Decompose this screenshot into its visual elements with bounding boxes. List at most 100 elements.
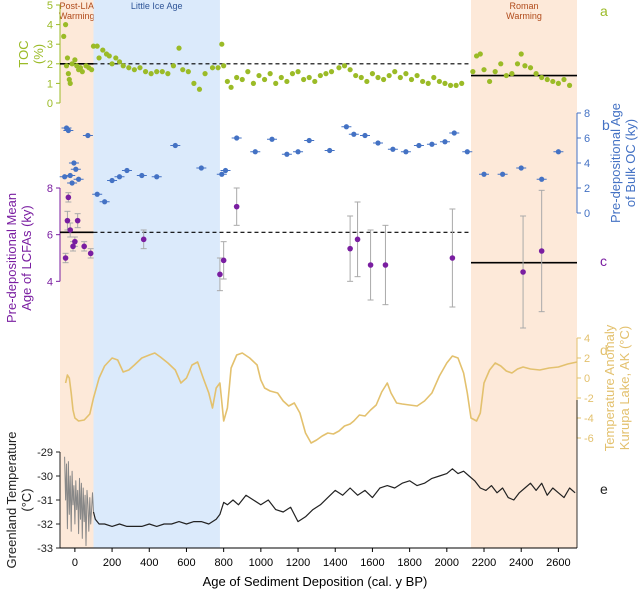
data-point-a — [312, 78, 318, 85]
data-point-c — [70, 243, 76, 250]
data-point-a — [100, 47, 106, 53]
data-point-b — [306, 137, 312, 144]
data-point-a — [137, 65, 143, 71]
data-point-a — [414, 72, 420, 79]
data-point-c — [354, 236, 361, 243]
data-point-c — [367, 262, 374, 268]
data-point-a — [375, 74, 381, 81]
data-point-a — [555, 80, 562, 86]
data-point-c — [72, 238, 78, 245]
data-point-a — [503, 72, 509, 79]
y-tick-label-c: 8 — [47, 183, 53, 195]
data-point-a — [196, 86, 203, 92]
y-axis-title-line: of Bulk OC (ky) — [623, 119, 638, 207]
data-point-a — [447, 82, 454, 88]
y-axis-title-line: (°C) — [19, 488, 34, 511]
data-point-b — [327, 147, 333, 154]
y-axis-title-b: Pre-depositional Ageof Bulk OC (ky) — [608, 103, 638, 223]
data-point-a — [69, 61, 75, 67]
y-tick-label-d: 2 — [584, 353, 590, 365]
data-point-b — [390, 146, 396, 152]
x-tick-label: 400 — [140, 557, 158, 569]
data-point-a — [328, 69, 335, 75]
data-point-b — [295, 149, 301, 155]
data-point-a — [219, 41, 225, 47]
data-point-a — [527, 65, 534, 71]
data-point-b — [71, 160, 77, 166]
y-tick-label-d: 0 — [584, 373, 590, 385]
band-0 — [60, 0, 94, 548]
data-point-c — [520, 269, 526, 275]
data-point-a — [89, 67, 95, 73]
band-label: Warming — [506, 11, 542, 21]
x-tick-label: 2400 — [509, 557, 533, 569]
x-tick-label: 200 — [103, 557, 121, 569]
data-point-a — [477, 51, 483, 57]
y-tick-label-e: -29 — [37, 447, 53, 459]
data-point-b — [269, 136, 275, 142]
data-point-b — [222, 167, 229, 174]
data-point-b — [62, 174, 68, 180]
data-point-b — [139, 172, 145, 179]
data-point-a — [295, 69, 301, 75]
x-tick-label: 1600 — [360, 557, 384, 569]
data-point-b — [351, 131, 357, 137]
series-line-early-e — [64, 456, 94, 547]
data-point-a — [550, 78, 556, 85]
series-line-d — [64, 352, 578, 444]
data-point-a — [380, 76, 387, 83]
data-point-a — [170, 63, 177, 69]
data-point-b — [85, 132, 91, 139]
data-point-a — [369, 71, 376, 77]
data-point-a — [273, 80, 279, 86]
data-point-a — [176, 45, 182, 51]
data-point-a — [323, 71, 329, 77]
y-tick-label-a: 2 — [47, 59, 53, 71]
y-tick-label-b: 6 — [584, 133, 590, 145]
panel-letter-a: a — [600, 3, 608, 19]
data-point-a — [267, 71, 273, 77]
data-point-b — [539, 176, 545, 182]
y-axis-title-line: (%) — [31, 44, 46, 64]
data-point-b — [464, 149, 470, 155]
y-axis-title-line: Temperature Anomaly — [602, 324, 617, 451]
data-point-a — [425, 80, 431, 86]
data-point-c — [62, 255, 69, 261]
x-tick-label: 0 — [72, 557, 78, 569]
data-point-a — [61, 33, 67, 39]
data-point-a — [561, 76, 567, 83]
data-point-a — [165, 71, 171, 77]
y-axis-title-c: Pre-depositional MeanAge of LCFAs (ky) — [4, 193, 34, 323]
data-point-a — [436, 78, 442, 85]
data-point-a — [64, 55, 71, 61]
data-point-c — [220, 257, 227, 264]
data-point-a — [566, 82, 573, 88]
y-axis-title-a: TOC(%) — [16, 40, 46, 67]
data-point-b — [75, 176, 82, 182]
data-point-a — [148, 71, 154, 77]
data-point-c — [347, 245, 353, 252]
x-tick-label: 2600 — [546, 557, 570, 569]
x-tick-label: 1200 — [286, 557, 310, 569]
data-point-c — [81, 243, 87, 250]
y-tick-label-b: 4 — [584, 158, 590, 170]
data-point-b — [500, 171, 506, 177]
data-point-a — [278, 74, 284, 81]
x-axis-title: Age of Sediment Deposition (cal. y BP) — [203, 574, 428, 589]
y-tick-label-a: 5 — [47, 0, 53, 12]
data-point-a — [301, 76, 307, 83]
data-point-b — [481, 171, 487, 177]
data-point-a — [221, 63, 227, 69]
data-point-c — [64, 217, 71, 224]
data-point-b — [252, 149, 258, 155]
data-point-a — [386, 72, 392, 79]
panel-letter-c: c — [600, 253, 607, 269]
y-tick-label-b: 0 — [584, 208, 590, 220]
data-point-a — [509, 71, 515, 77]
data-point-a — [90, 43, 97, 49]
data-point-a — [514, 61, 521, 67]
data-point-a — [481, 67, 487, 73]
y-axis-title-line: Kurupa Lake, AK (°C) — [617, 326, 632, 450]
data-point-a — [544, 76, 550, 83]
data-point-a — [154, 69, 160, 75]
